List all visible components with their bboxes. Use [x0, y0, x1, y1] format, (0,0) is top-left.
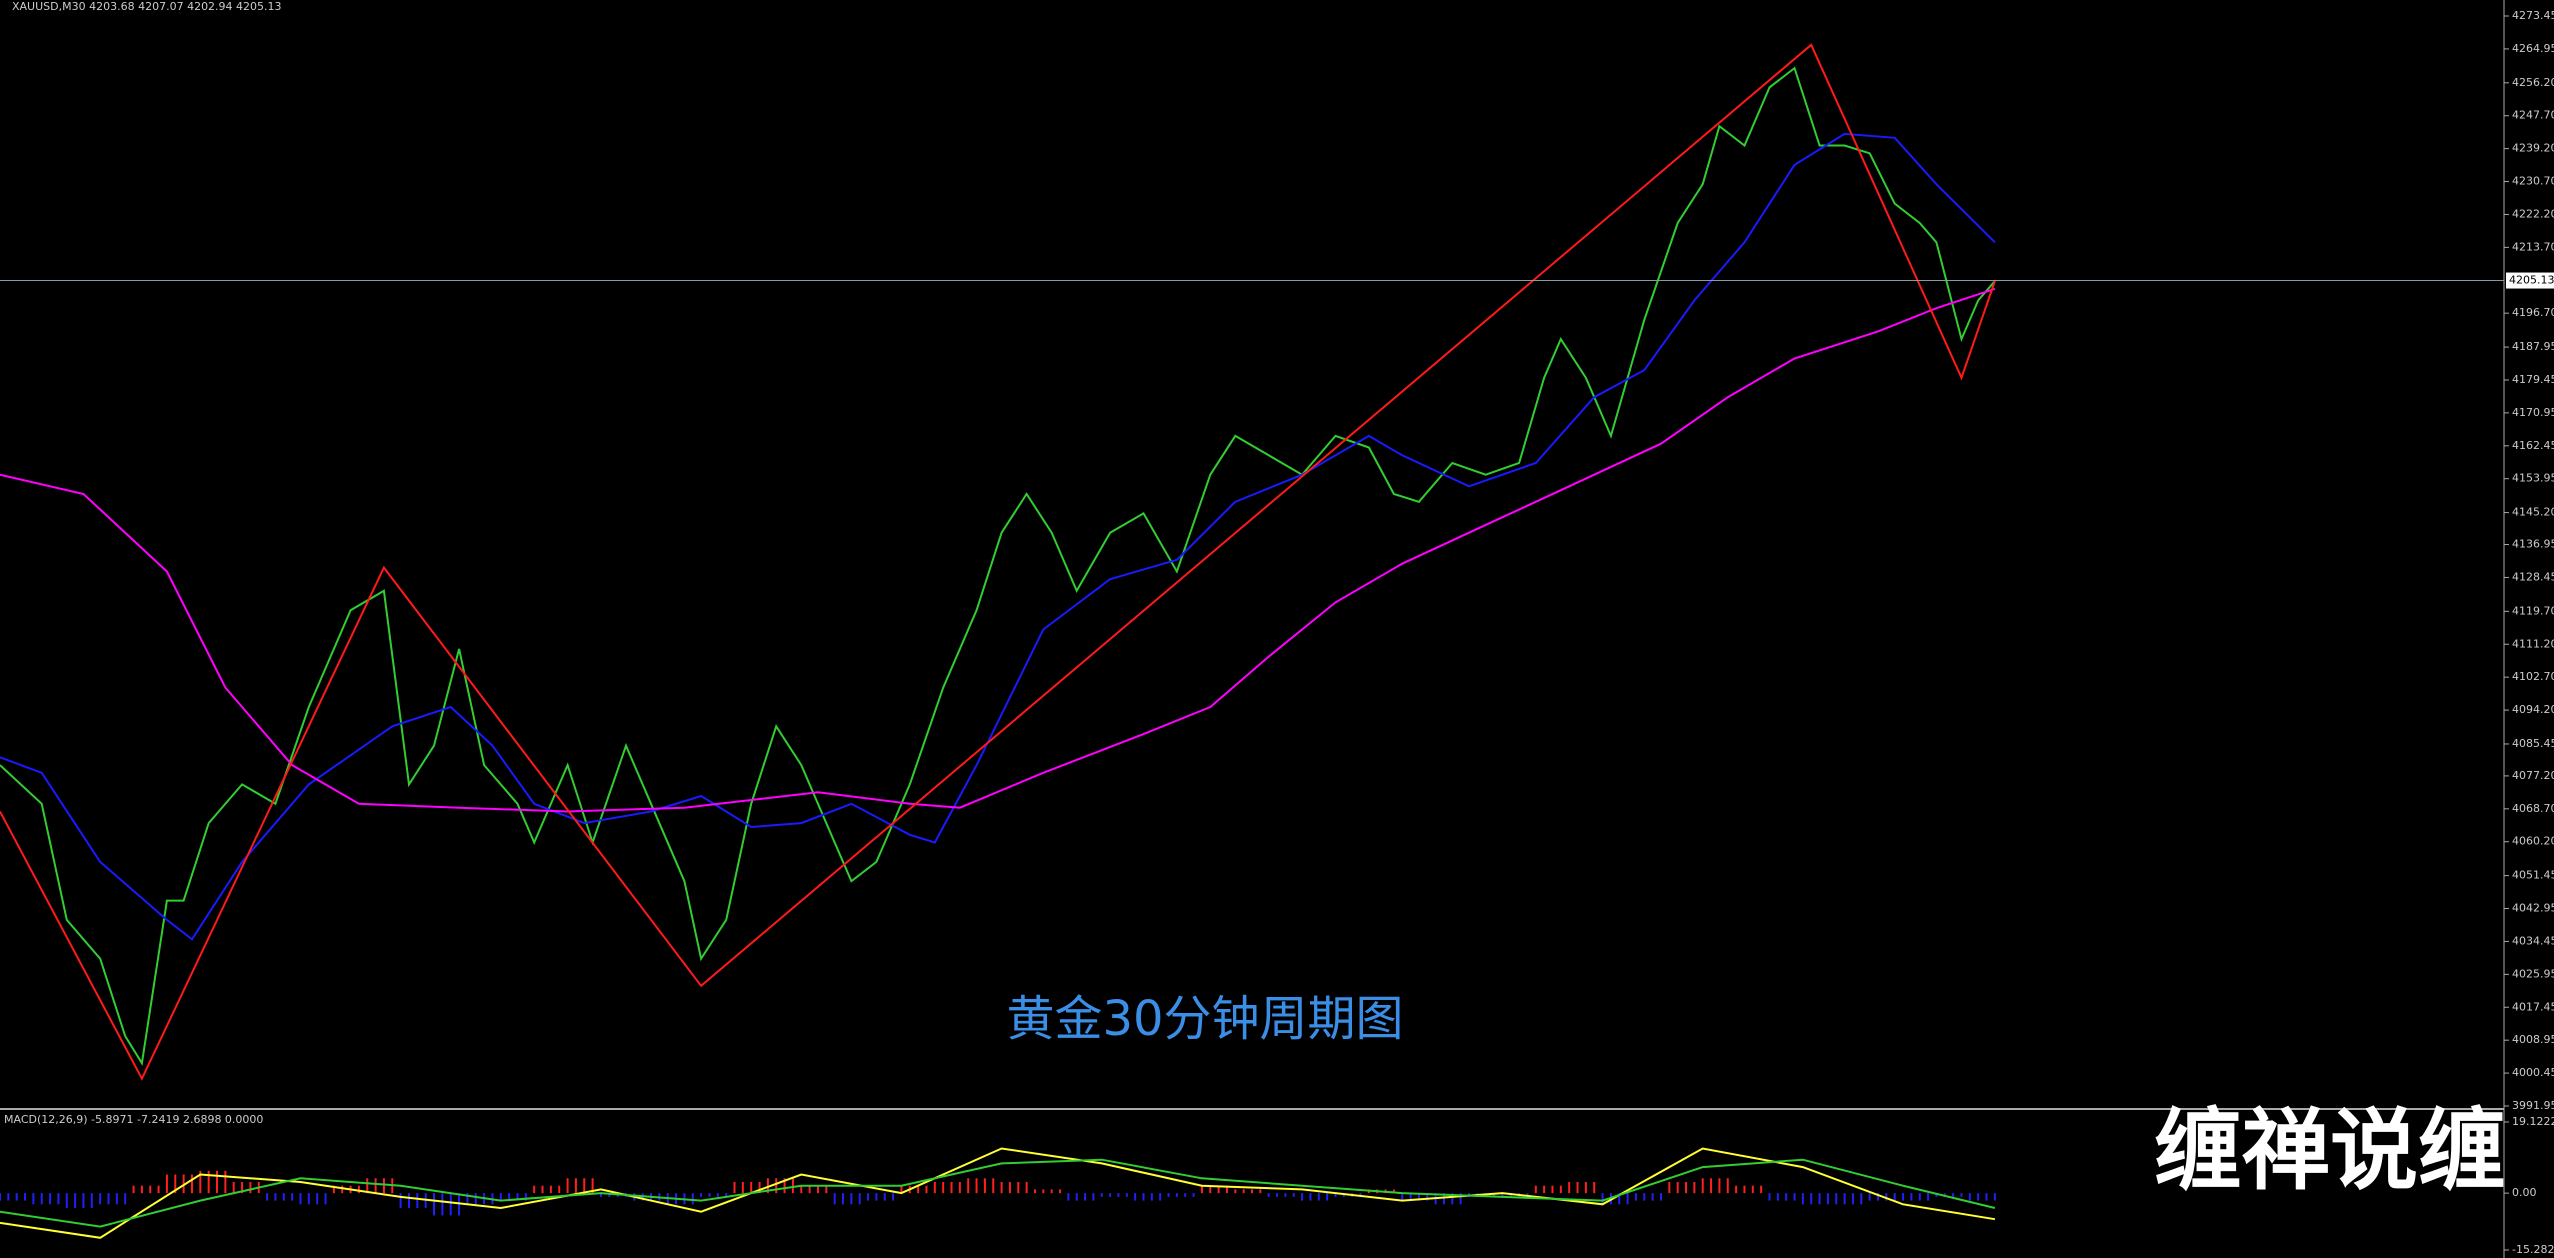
y-tick-label: 3991.95	[2512, 1099, 2554, 1112]
y-tick-label: 4153.95	[2512, 472, 2554, 485]
y-tick-label: 4051.45	[2512, 869, 2554, 882]
y-tick-label: 4196.70	[2512, 306, 2554, 319]
y-tick-label: 4145.20	[2512, 506, 2554, 519]
series-line	[0, 1158, 1996, 1228]
y-tick-label: 4008.95	[2512, 1033, 2554, 1046]
y-tick-label: 4213.70	[2512, 240, 2554, 253]
y-tick-label: 4077.20	[2512, 769, 2554, 782]
y-tick-label: 4068.70	[2512, 802, 2554, 815]
y-tick-label: -15.2828	[2512, 1243, 2554, 1256]
current-price-label: 4205.13	[2509, 274, 2554, 287]
y-tick-label: 4094.20	[2512, 703, 2554, 716]
y-tick-label: 4247.70	[2512, 109, 2554, 122]
y-tick-label: 4179.45	[2512, 373, 2554, 386]
y-tick-label: 4119.70	[2512, 604, 2554, 617]
series-line	[0, 132, 1996, 941]
y-tick-label: 4239.20	[2512, 142, 2554, 155]
y-tick-label: 4264.95	[2512, 42, 2554, 55]
y-tick-label: 4017.45	[2512, 1000, 2554, 1013]
y-tick-label: 4000.45	[2512, 1066, 2554, 1079]
y-tick-label: 4111.20	[2512, 637, 2554, 650]
chart-title: XAUUSD,M30 4203.68 4207.07 4202.94 4205.…	[12, 0, 282, 13]
macd-title: MACD(12,26,9) -5.8971 -7.2419 2.6898 0.0…	[4, 1113, 263, 1126]
series-line	[0, 43, 1996, 1081]
y-tick-label: 4060.20	[2512, 835, 2554, 848]
y-tick-label: 4025.95	[2512, 967, 2554, 980]
y-tick-label: 4042.95	[2512, 902, 2554, 915]
current-price-box	[2506, 272, 2554, 289]
y-tick-label: 4256.20	[2512, 76, 2554, 89]
y-tick-label: 4136.95	[2512, 538, 2554, 551]
watermark: 缠禅说缠	[2154, 1099, 2506, 1202]
series-line	[0, 66, 1996, 1067]
y-tick-label: 4102.70	[2512, 670, 2554, 683]
y-tick-label: 4230.70	[2512, 175, 2554, 188]
y-tick-label: 4170.95	[2512, 406, 2554, 419]
y-tick-label: 4085.45	[2512, 737, 2554, 750]
y-tick-label: 4273.45	[2512, 9, 2554, 22]
y-tick-label: 4162.45	[2512, 439, 2554, 452]
y-tick-label: 4222.20	[2512, 207, 2554, 220]
y-tick-label: 4128.45	[2512, 570, 2554, 583]
y-tick-label: 4034.45	[2512, 934, 2554, 947]
series-line	[0, 287, 1996, 813]
y-tick-label: 0.00	[2512, 1186, 2537, 1199]
annotation: 黄金30分钟周期图	[1006, 991, 1403, 1047]
y-tick-label: 19.1222	[2512, 1115, 2554, 1128]
y-tick-label: 4187.95	[2512, 340, 2554, 353]
series-line	[0, 1147, 1996, 1239]
